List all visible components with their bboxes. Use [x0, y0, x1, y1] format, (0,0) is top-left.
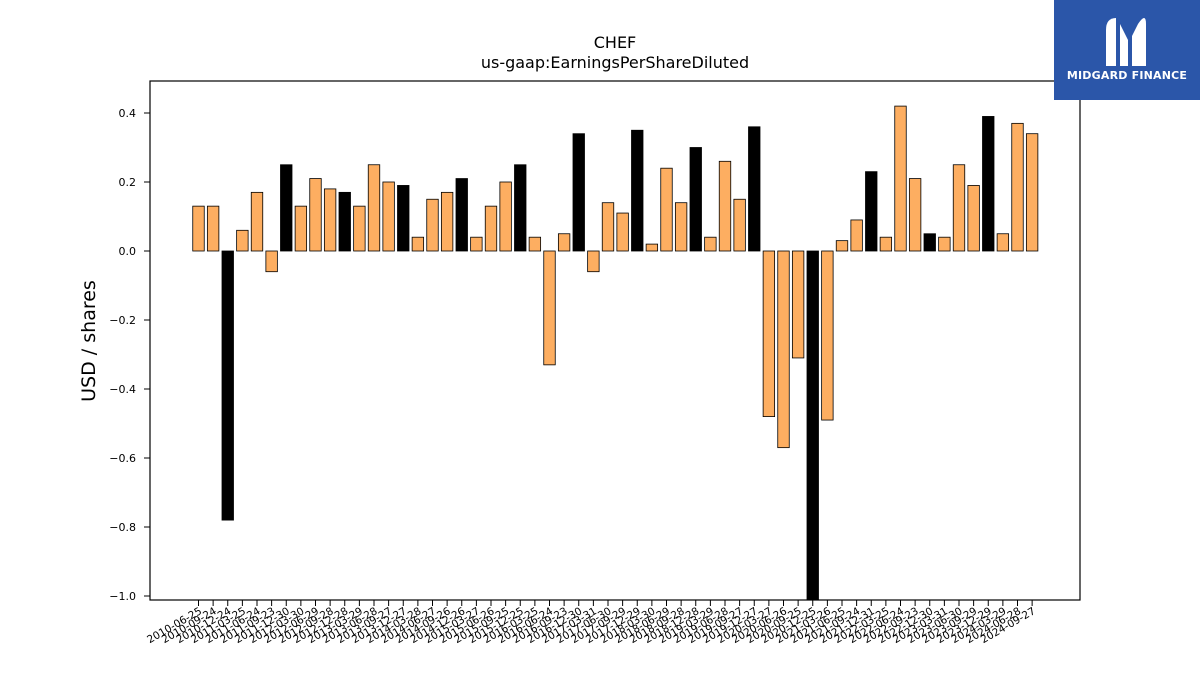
bar-2014-06-27	[426, 198, 439, 252]
bar-2022-03-25	[879, 236, 893, 252]
bar-2018-03-30	[645, 243, 659, 252]
bar-2014-03-28	[411, 236, 425, 252]
bar-2023-06-30	[952, 164, 966, 252]
midgard-m-logo-icon	[1106, 18, 1146, 66]
bar-2020-09-25	[791, 250, 805, 359]
bar-2015-09-25	[499, 181, 512, 252]
bar-2018-06-29	[660, 167, 673, 252]
y-axis: 0.4 0.2 0.0 −0.2 −0.4 −0.6 −0.8 −1.0	[109, 107, 150, 603]
bar-2010-12-24	[221, 250, 234, 521]
chart-subtitle: us-gaap:EarningsPerShareDiluted	[481, 53, 749, 72]
bar-2013-06-28	[367, 164, 381, 252]
bar-2016-03-25	[528, 236, 542, 252]
bar-2012-06-29	[309, 178, 322, 252]
bar-2015-03-27	[470, 236, 483, 252]
bar-2010-06-25	[192, 205, 205, 252]
bar-2011-03-25	[236, 229, 249, 252]
bar-2013-09-27	[382, 181, 395, 252]
bar-2020-06-26	[777, 250, 790, 449]
bar-2012-09-28	[323, 188, 337, 252]
bar-2016-09-23	[557, 233, 571, 252]
y-tick-label: 0.2	[119, 176, 137, 189]
bar-2019-09-27	[733, 198, 746, 252]
y-tick-label: 0.0	[119, 245, 137, 258]
bar-2020-12-25	[806, 250, 819, 601]
bar-2019-03-29	[704, 236, 717, 252]
bar-2024-09-27	[1025, 133, 1039, 252]
bar-2014-09-26	[440, 191, 454, 252]
bar-2024-06-28	[1011, 122, 1024, 252]
bar-2021-12-31	[865, 171, 878, 252]
bar-2012-12-28	[338, 191, 351, 252]
bar-2022-09-23	[908, 178, 922, 252]
bar-2011-06-24	[250, 191, 264, 252]
y-tick-label: 0.4	[119, 107, 137, 120]
bar-2019-12-27	[748, 126, 761, 252]
bar-2013-03-29	[353, 205, 366, 252]
bar-2017-03-31	[587, 250, 600, 273]
bar-2021-06-25	[835, 240, 849, 252]
bar-2015-12-25	[514, 164, 527, 252]
bar-2010-09-24	[206, 205, 220, 252]
bar-2018-12-28	[689, 147, 702, 252]
x-axis: 2010-06-252010-09-242010-12-242011-03-25…	[145, 600, 1038, 646]
bar-2017-09-29	[616, 212, 629, 252]
y-tick-label: −0.8	[109, 521, 136, 534]
bar-2018-09-28	[674, 202, 688, 252]
bar-2022-06-24	[894, 105, 907, 252]
bar-2023-09-29	[967, 185, 980, 252]
bar-2017-06-30	[601, 202, 615, 252]
y-axis-label: USD / shares	[78, 280, 100, 402]
bar-2019-06-28	[718, 160, 732, 252]
bar-2022-12-30	[923, 233, 936, 252]
brand-name: MIDGARD FINANCE	[1066, 69, 1188, 82]
bar-2015-06-26	[484, 205, 498, 252]
bar-2020-03-27	[762, 250, 776, 418]
bar-2013-12-27	[397, 185, 410, 252]
bar-2023-12-29	[982, 116, 995, 252]
bar-series	[192, 105, 1039, 601]
y-tick-label: −0.2	[109, 314, 136, 327]
bar-2014-12-26	[455, 178, 468, 252]
bar-2012-03-30	[294, 205, 308, 252]
bar-2016-06-24	[543, 250, 556, 366]
plot-frame	[149, 80, 1081, 601]
bar-2016-12-30	[572, 133, 585, 252]
y-tick-label: −1.0	[109, 590, 136, 603]
bar-2011-09-23	[265, 250, 278, 273]
bar-2017-12-29	[631, 129, 644, 252]
bar-2011-12-30	[280, 164, 293, 252]
y-tick-label: −0.4	[109, 383, 136, 396]
bar-2023-03-31	[938, 236, 951, 252]
bar-2024-03-29	[996, 233, 1010, 252]
bar-2021-03-26	[821, 250, 834, 421]
chart-title: CHEF	[594, 33, 637, 52]
y-tick-label: −0.6	[109, 452, 136, 465]
bar-2021-09-24	[850, 219, 863, 252]
brand-logo: MIDGARD FINANCE	[1054, 0, 1200, 100]
